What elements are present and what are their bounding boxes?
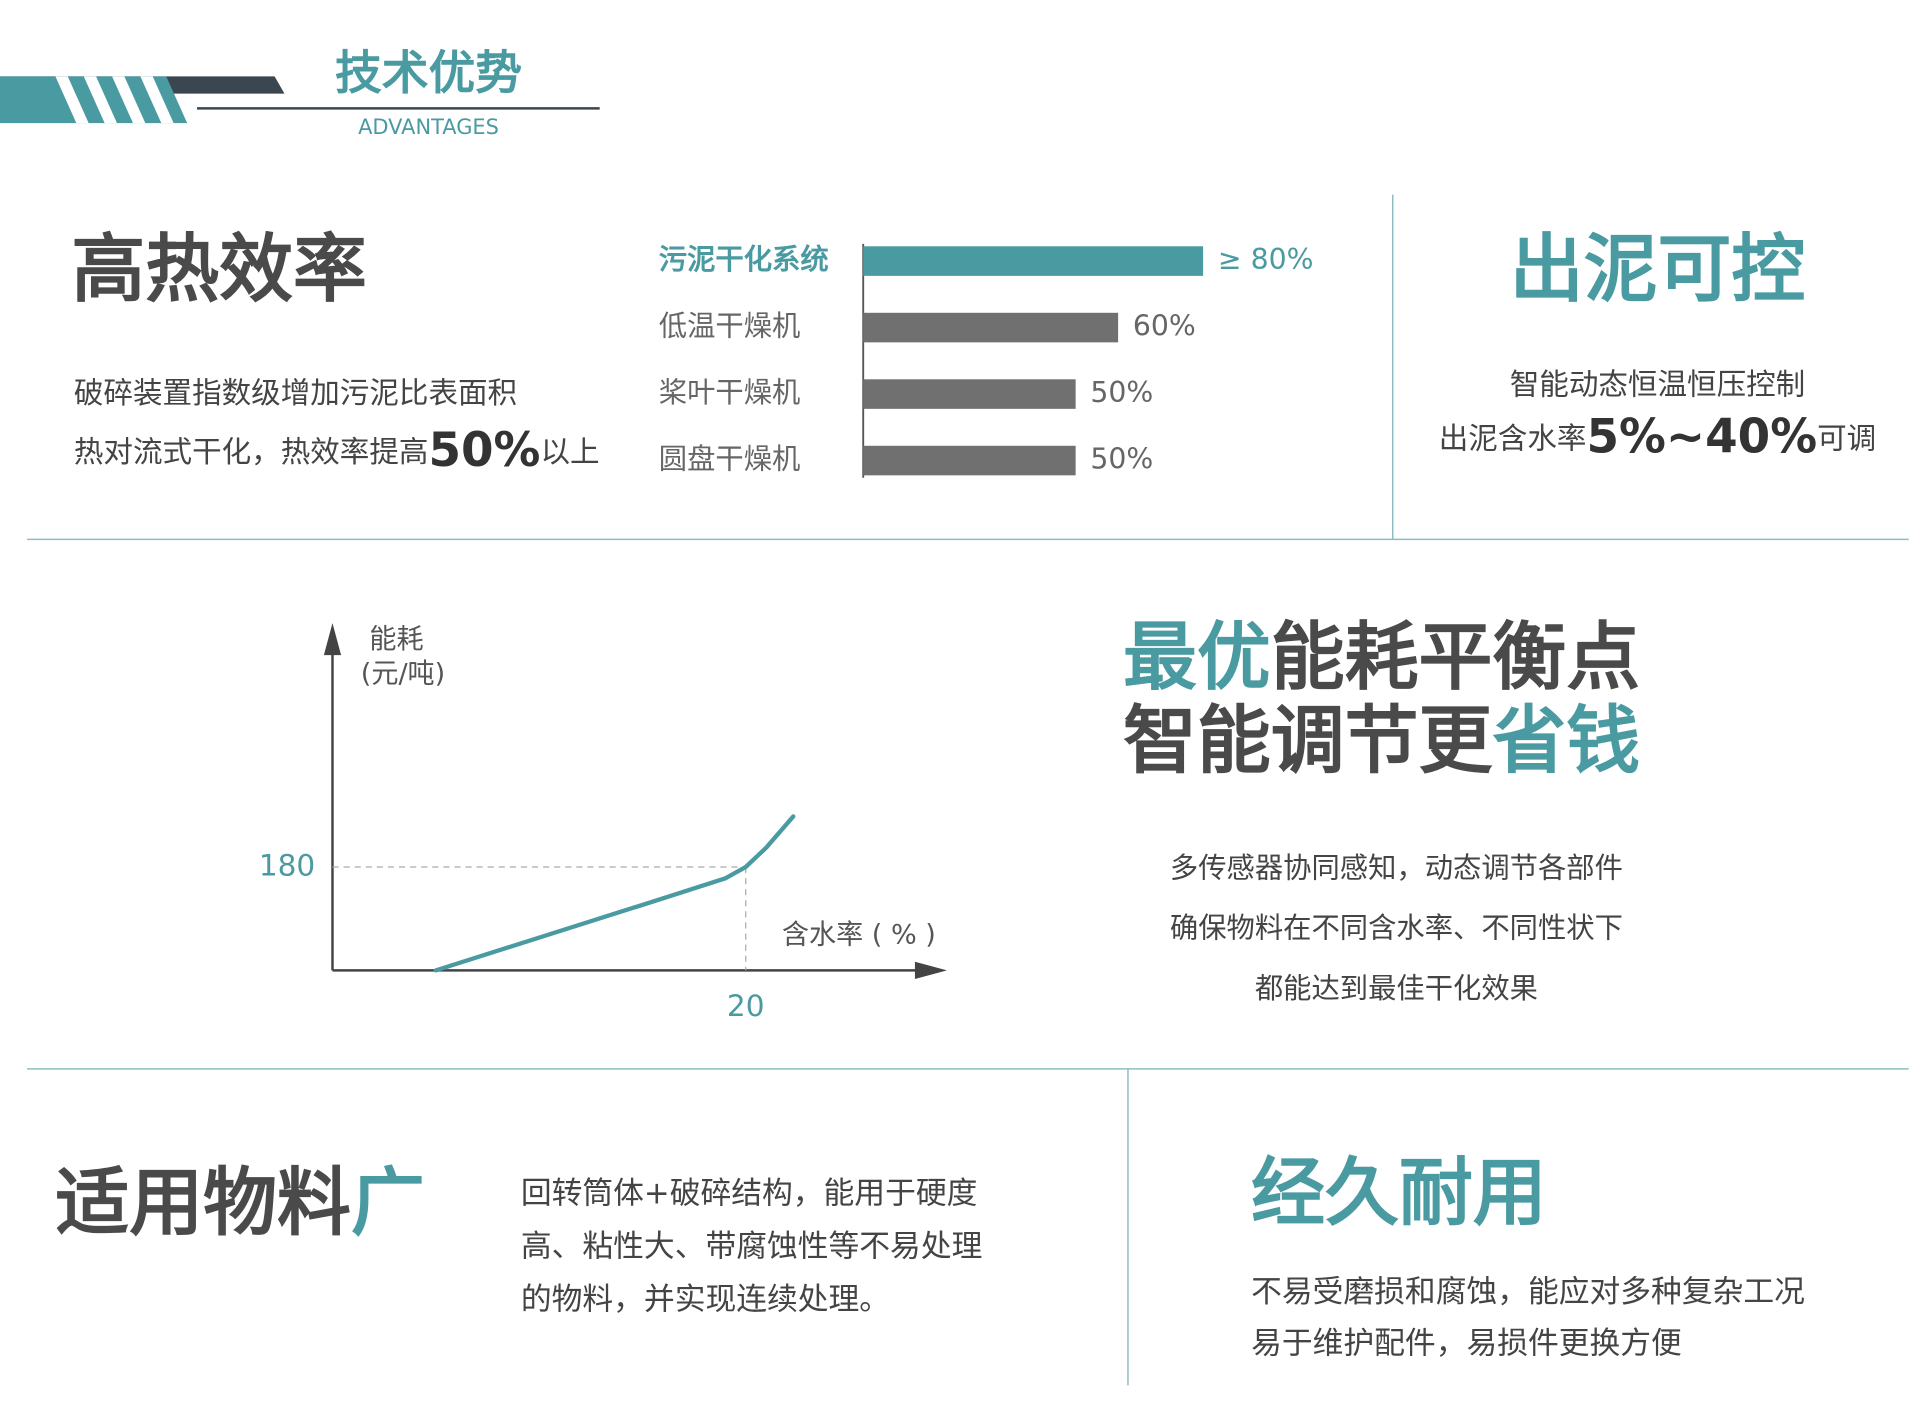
section-text: 确保物料在不同含水率、不同性状下 — [1170, 912, 1623, 945]
section-text: 热对流式干化，热效率提高50%以上 — [74, 424, 600, 478]
section-title: 智能调节更省钱 — [1123, 698, 1640, 784]
text-part: 高、粘性大、带腐蚀性等不易处理 — [521, 1228, 982, 1264]
bar-category: 桨叶干燥机 — [659, 376, 801, 409]
title-part: 最优 — [1123, 614, 1271, 700]
title-part: 高热效率 — [71, 226, 367, 312]
section-title: 经久耐用 — [1251, 1149, 1547, 1235]
text-part: 出泥含水率 — [1439, 421, 1587, 455]
bar — [863, 246, 1204, 276]
section-title: 高热效率 — [71, 226, 367, 312]
header-title: 技术优势 — [335, 47, 522, 101]
y-axis-label: 能耗 — [369, 624, 423, 655]
emphasis-text: 5%~40% — [1586, 410, 1817, 464]
section-text: 不易受磨损和腐蚀，能应对多种复杂工况 — [1251, 1273, 1805, 1309]
text-part: 的物料，并实现连续处理。 — [521, 1281, 890, 1317]
title-part: 出泥可控 — [1510, 226, 1805, 312]
text-part: 可调 — [1817, 421, 1876, 455]
bar-value-label: 60% — [1133, 310, 1196, 343]
title-part: 能耗平衡点 — [1271, 614, 1640, 700]
text-part: 多传感器协同感知，动态调节各部件 — [1170, 851, 1623, 884]
text-part: 不易受磨损和腐蚀，能应对多种复杂工况 — [1251, 1273, 1805, 1309]
section-text: 高、粘性大、带腐蚀性等不易处理 — [521, 1228, 982, 1264]
bar-value-label: 50% — [1090, 376, 1153, 409]
bar — [863, 445, 1076, 476]
section-text: 出泥含水率5%~40%可调 — [1439, 410, 1876, 464]
energy-curve — [433, 814, 796, 973]
bar — [863, 312, 1119, 343]
section-text: 都能达到最佳干化效果 — [1255, 972, 1538, 1005]
section-title: 出泥可控 — [1510, 226, 1805, 312]
x-axis-label: 含水率 ( % ) — [782, 919, 936, 950]
dividers — [27, 194, 1909, 1386]
section-title: 最优能耗平衡点 — [1123, 614, 1640, 700]
header-subtitle: ADVANTAGES — [358, 115, 499, 139]
text-part: 确保物料在不同含水率、不同性状下 — [1170, 912, 1623, 945]
text-part: 回转筒体+破碎结构，能用于硬度 — [521, 1175, 977, 1211]
section-text: 的物料，并实现连续处理。 — [521, 1281, 890, 1317]
section-text: 智能动态恒温恒压控制 — [1510, 367, 1805, 401]
title-part: 适用物料 — [55, 1159, 351, 1245]
section-text: 回转筒体+破碎结构，能用于硬度 — [521, 1175, 977, 1211]
title-part: 广 — [351, 1159, 425, 1245]
text-part: 破碎装置指数级增加污泥比表面积 — [74, 376, 517, 410]
title-part: 智能调节更 — [1123, 698, 1492, 784]
x-tick-label: 20 — [727, 989, 765, 1023]
bar-category: 低温干燥机 — [659, 310, 801, 343]
title-part: 省钱 — [1492, 698, 1640, 784]
bar-value-label: ≥ 80% — [1218, 243, 1314, 276]
section-text: 易于维护配件，易损件更换方便 — [1251, 1325, 1682, 1361]
text-part: 易于维护配件，易损件更换方便 — [1251, 1325, 1682, 1361]
bar — [863, 379, 1076, 409]
section-text: 破碎装置指数级增加污泥比表面积 — [74, 376, 517, 410]
bar-category: 圆盘干燥机 — [659, 443, 801, 476]
y-tick-label: 180 — [259, 848, 315, 882]
y-axis-label: (元/吨) — [361, 658, 445, 689]
text-part: 以上 — [540, 435, 599, 469]
section-title: 适用物料广 — [55, 1159, 424, 1245]
bar-category: 污泥干化系统 — [659, 243, 829, 276]
emphasis-text: 50% — [428, 424, 540, 478]
y-axis-arrow — [323, 623, 342, 656]
section-text: 多传感器协同感知，动态调节各部件 — [1170, 851, 1623, 884]
text-part: 热对流式干化，热效率提高 — [74, 435, 429, 469]
header-decoration — [0, 76, 600, 124]
bar-value-label: 50% — [1090, 443, 1153, 476]
text-part: 都能达到最佳干化效果 — [1255, 972, 1538, 1005]
title-part: 经久耐用 — [1251, 1149, 1547, 1235]
x-axis-arrow — [914, 961, 947, 979]
text-part: 智能动态恒温恒压控制 — [1510, 367, 1805, 401]
